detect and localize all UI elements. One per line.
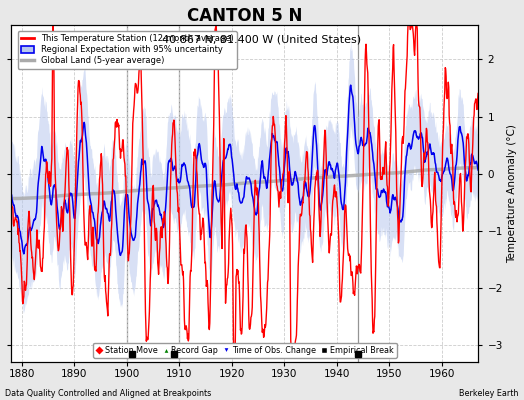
- Y-axis label: Temperature Anomaly (°C): Temperature Anomaly (°C): [507, 124, 517, 263]
- Text: Berkeley Earth: Berkeley Earth: [460, 389, 519, 398]
- Text: 40.867 N, 81.400 W (United States): 40.867 N, 81.400 W (United States): [162, 34, 362, 44]
- Text: Data Quality Controlled and Aligned at Breakpoints: Data Quality Controlled and Aligned at B…: [5, 389, 212, 398]
- Title: CANTON 5 N: CANTON 5 N: [187, 7, 302, 25]
- Legend: Station Move, Record Gap, Time of Obs. Change, Empirical Break: Station Move, Record Gap, Time of Obs. C…: [93, 343, 397, 358]
